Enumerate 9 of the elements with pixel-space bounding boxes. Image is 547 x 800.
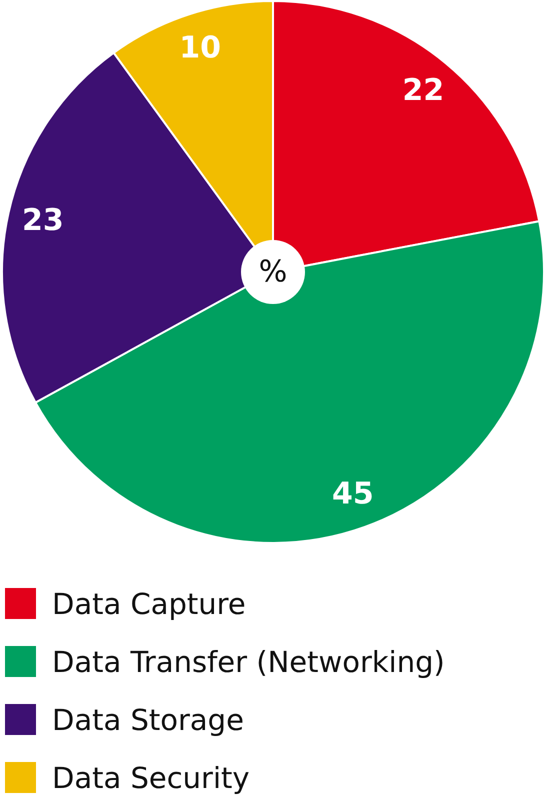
legend-label: Data Transfer (Networking) [52,645,445,679]
legend-label: Data Storage [52,703,244,737]
data-label: 23 [22,203,64,238]
text: % [258,254,288,290]
data-label: 10 [179,30,222,66]
data-label: 45 [332,476,374,512]
legend-label: Data Capture [52,587,246,621]
data-label: 22 [402,72,444,108]
legend-label: Data Security [52,761,250,795]
